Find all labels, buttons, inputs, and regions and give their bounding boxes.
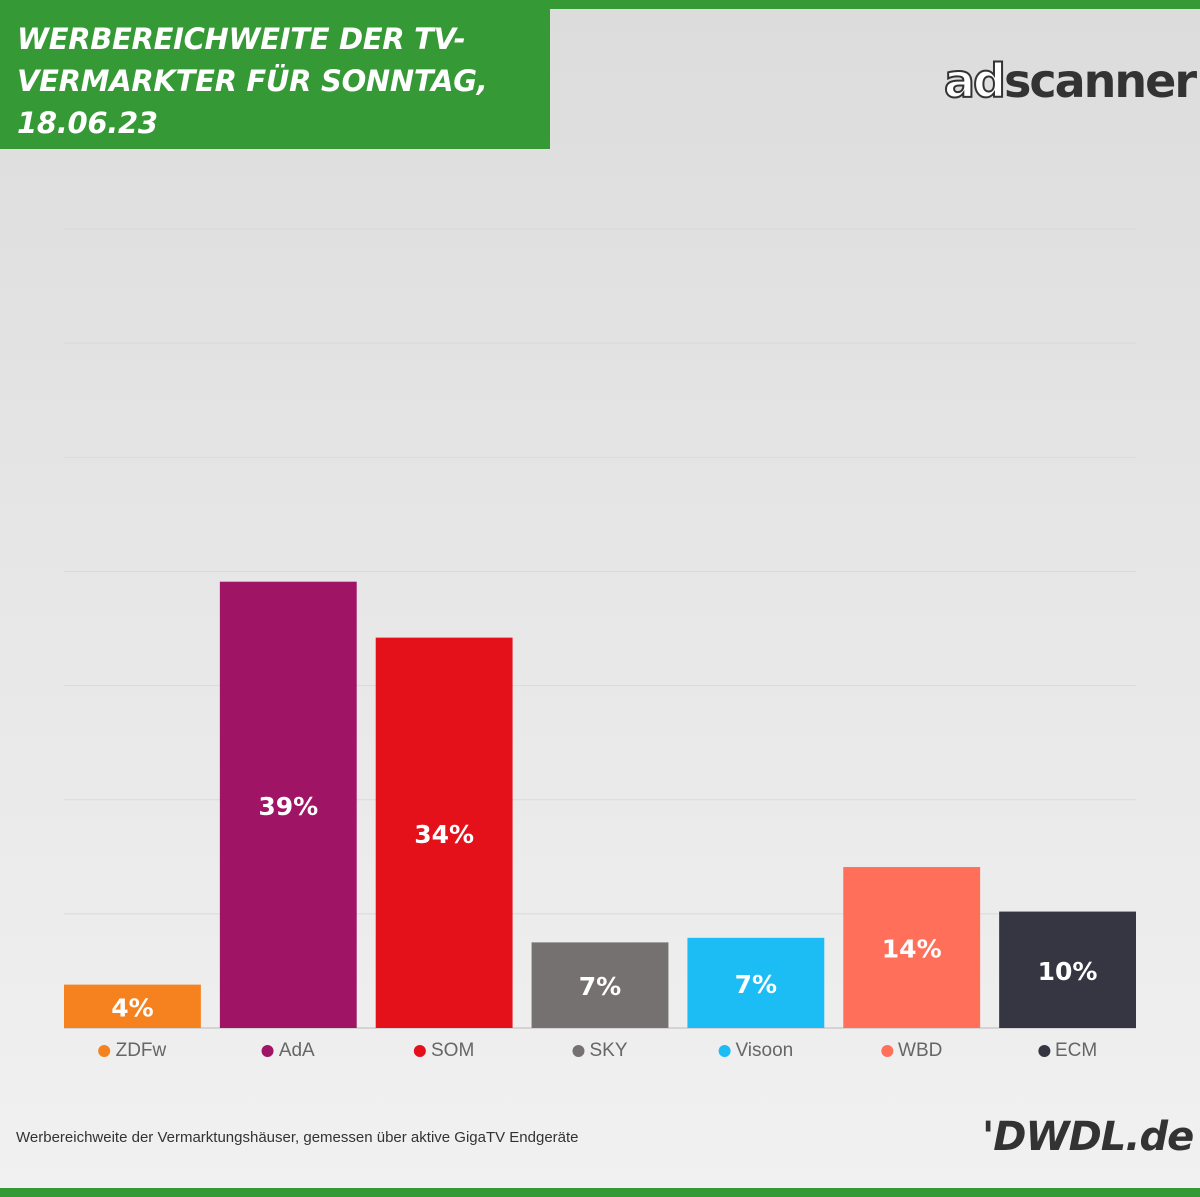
legend-label: ZDFw: [115, 1040, 167, 1061]
bar-chart: 4% 39% 34% 7% 7% 14% 10%: [64, 228, 1136, 1029]
footnote: Werbereichweite der Vermarktungshäuser, …: [16, 1129, 579, 1146]
chart-bars: [64, 581, 1136, 1028]
data-label-ecm: 10%: [1038, 957, 1098, 986]
chart-title-line-3: 18.06.23: [17, 106, 158, 140]
chart-title-line-2: VERMARKTER FÜR SONNTAG,: [17, 64, 488, 98]
legend-label: Visoon: [735, 1040, 794, 1061]
data-label-sky: 7%: [579, 972, 621, 1001]
adscanner-logo-scanner: scanner: [1003, 54, 1197, 108]
data-label-visoon: 7%: [735, 970, 777, 999]
bottom-accent-stripe: [0, 1188, 1200, 1197]
legend-dot-icon: [261, 1045, 274, 1057]
data-label-som: 34%: [414, 820, 474, 849]
legend-label: SOM: [431, 1040, 475, 1061]
title-banner: WERBEREICHWEITE DER TV- VERMARKTER FÜR S…: [0, 9, 550, 149]
legend-dot-icon: [572, 1045, 585, 1057]
bar-sky: [531, 942, 669, 1028]
legend-dot-icon: [881, 1045, 894, 1057]
legend-item-ecm[interactable]: ECM: [1037, 1040, 1098, 1062]
data-label-wbd: 14%: [882, 935, 942, 964]
bar-zdfw: [64, 984, 201, 1028]
chart-legend: ZDFw AdA SOM SKY Visoon WBD ECM: [0, 1040, 1200, 1068]
legend-item-sky[interactable]: SKY: [572, 1040, 628, 1062]
bar-ecm: [999, 911, 1136, 1028]
legend-label: WBD: [898, 1040, 943, 1061]
bar-som: [375, 637, 513, 1028]
legend-dot-icon: [1037, 1045, 1050, 1057]
bar-visoon: [687, 937, 825, 1028]
adscanner-logo-ad: ad: [943, 54, 1007, 108]
data-label-zdfw: 4%: [111, 993, 153, 1022]
legend-dot-icon: [414, 1045, 426, 1057]
legend-dot-icon: [98, 1045, 111, 1057]
legend-label: AdA: [278, 1040, 315, 1061]
chart-title-line-1: WERBEREICHWEITE DER TV-: [17, 22, 466, 56]
data-label-ada: 39%: [258, 792, 318, 821]
dwdl-logo: 'DWDL.de: [982, 1114, 1194, 1160]
legend-item-ada[interactable]: AdA: [261, 1040, 315, 1062]
bar-ada: [219, 581, 357, 1028]
legend-item-zdfw[interactable]: ZDFw: [98, 1040, 167, 1062]
legend-label: ECM: [1054, 1040, 1098, 1061]
legend-item-wbd[interactable]: WBD: [881, 1040, 942, 1062]
top-accent-stripe: [0, 0, 1200, 9]
chart-bar-labels: 4% 39% 34% 7% 7% 14% 10%: [111, 792, 1097, 1022]
legend-label: SKY: [589, 1040, 628, 1061]
legend-item-som[interactable]: SOM: [414, 1040, 474, 1062]
bar-wbd: [843, 867, 981, 1028]
legend-item-visoon[interactable]: Visoon: [718, 1040, 793, 1062]
adscanner-logo: adscanner: [943, 54, 1197, 108]
legend-dot-icon: [718, 1045, 731, 1057]
